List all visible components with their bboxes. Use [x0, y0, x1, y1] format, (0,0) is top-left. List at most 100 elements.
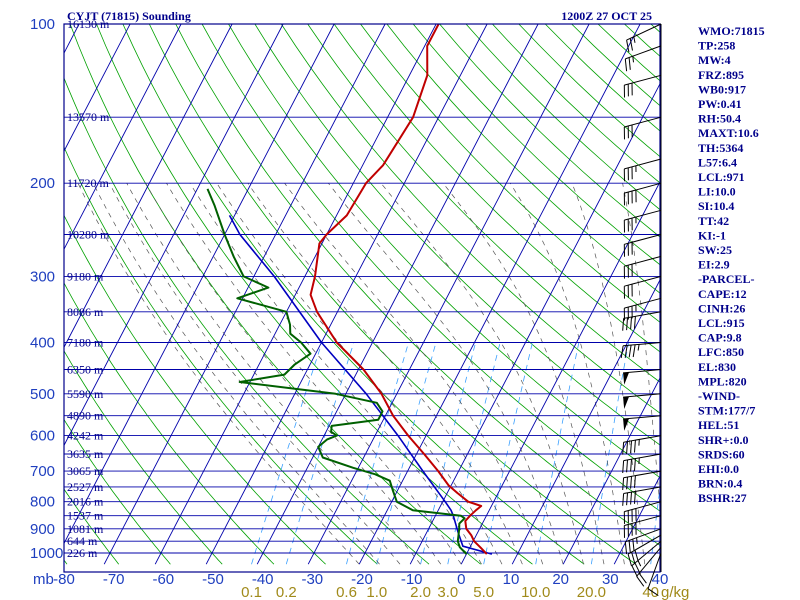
dry-adiabat: [386, 24, 660, 294]
wind-barb-flag: [626, 492, 628, 506]
index-line: SHR+:0.0: [698, 433, 749, 447]
plot-frame: [63, 23, 661, 573]
wind-barb-flag: [626, 459, 628, 473]
height-label: 3065 m: [67, 464, 104, 478]
dry-adiabat: [64, 282, 275, 565]
wind-barb: [623, 515, 662, 538]
wind-barb: [622, 470, 662, 491]
mixing-ratio-label: 2.0: [410, 584, 431, 600]
wind-barb-staff: [623, 470, 662, 479]
isotherm: [103, 24, 386, 565]
moist-adiabat: [328, 182, 564, 565]
wind-barb: [623, 74, 662, 98]
moist-adiabat: [109, 183, 401, 565]
dry-adiabat: [360, 24, 660, 323]
dry-adiabat: [307, 24, 660, 383]
pressure-tick-label: 1000: [30, 545, 63, 562]
wind-barb-staff: [624, 297, 662, 309]
index-line: WMO:71815: [698, 24, 765, 38]
moist-adiabat: [284, 182, 544, 565]
isotherm: [64, 24, 182, 251]
moist-adiabat: [92, 183, 380, 565]
wind-barb-staff: [624, 209, 662, 221]
mixing-ratio-line: [251, 342, 323, 565]
mixing-ratio-label: 0.2: [276, 584, 297, 600]
height-label: 226 m: [67, 546, 98, 560]
wind-barb-staff: [623, 342, 662, 347]
wind-barb-staff: [623, 486, 662, 494]
moist-adiabat: [571, 183, 646, 565]
index-line: HEL:51: [698, 418, 739, 432]
index-line: FRZ:895: [698, 68, 744, 82]
wind-barb: [623, 234, 662, 257]
isotherm: [358, 24, 641, 565]
isotherm: [64, 24, 284, 447]
mixing-ratio-label: g/kg: [661, 584, 689, 600]
index-line: PW:0.41: [698, 97, 742, 111]
wind-barb-flag: [636, 576, 645, 587]
mixing-ratio-line: [535, 342, 580, 565]
wind-barb-flag: [631, 551, 636, 565]
index-line: LCL:915: [698, 316, 745, 330]
height-label: 1537 m: [67, 509, 104, 523]
mixing-ratio-label: 0.1: [241, 584, 262, 600]
wind-barb: [623, 209, 662, 233]
wind-barb-flag: [626, 40, 630, 53]
moist-adiabat: [126, 183, 421, 565]
index-line: EHI:0.0: [698, 462, 739, 476]
wind-barb-flag: [634, 562, 641, 575]
index-line: CINH:26: [698, 301, 745, 315]
wind-barb-flag: [634, 440, 636, 453]
wind-barb-half-flag: [632, 56, 634, 63]
temperature-tick-label: -70: [103, 571, 125, 588]
moist-adiabat: [77, 183, 360, 565]
wind-barb-staff: [624, 116, 662, 128]
wind-barb: [623, 182, 662, 206]
mixing-ratio-line: [285, 342, 355, 565]
wind-barb: [636, 546, 662, 587]
dry-adiabat: [201, 24, 660, 512]
isotherm: [307, 24, 590, 565]
mixing-ratio-label: 0.6: [336, 584, 357, 600]
wind-barb-staff: [623, 435, 662, 443]
height-labels: 16130 m 13570 m 11720 m 10280 m 9180 m 8086 m…: [67, 17, 110, 560]
wind-barb-flag: [630, 476, 632, 489]
height-label: 4890 m: [67, 409, 104, 423]
wind-barb: [623, 275, 662, 299]
isotherm: [511, 278, 660, 565]
temperature-tick-label: 30: [602, 571, 619, 588]
wind-barb-staff: [623, 311, 662, 319]
wind-barb: [626, 23, 662, 53]
pressure-tick-label: 400: [30, 335, 55, 352]
wind-barb-flag: [630, 440, 632, 454]
wind-barb-pennant: [623, 372, 630, 385]
mixing-ratio-label: 5.0: [473, 584, 494, 600]
wind-barb-staff: [624, 158, 662, 170]
moist-adiabat: [166, 183, 462, 565]
wind-barb-staff: [626, 23, 662, 41]
index-line: EI:2.9: [698, 258, 730, 272]
isotherm: [205, 24, 488, 565]
wind-barb-flag: [626, 317, 628, 331]
wind-barb-staff: [623, 415, 662, 420]
mixing-ratio-line: [346, 342, 409, 565]
isotherm: [64, 24, 233, 349]
wind-barb: [623, 415, 662, 431]
index-line: TT:42: [698, 214, 729, 228]
mixing-ratio-label: 3.0: [437, 584, 458, 600]
pressure-tick-label: 100: [30, 16, 55, 33]
height-label: 7180 m: [67, 336, 104, 350]
temperature-tick-label: -30: [301, 571, 323, 588]
mixing-ratio-label: 1.0: [366, 584, 387, 600]
wind-barb: [624, 528, 662, 555]
wind-barb-flag: [634, 549, 639, 563]
moist-adiabat: [380, 182, 584, 565]
wind-barb: [622, 311, 662, 331]
wind-barb-staff: [624, 182, 662, 194]
wind-barb-pennant: [623, 396, 630, 409]
wind-barb-flag: [622, 442, 625, 455]
wind-barb: [620, 342, 662, 359]
dry-adiabat: [64, 418, 171, 565]
mixing-ratio-line: [483, 342, 533, 565]
mixing-ratio-label: 10.0: [521, 584, 550, 600]
